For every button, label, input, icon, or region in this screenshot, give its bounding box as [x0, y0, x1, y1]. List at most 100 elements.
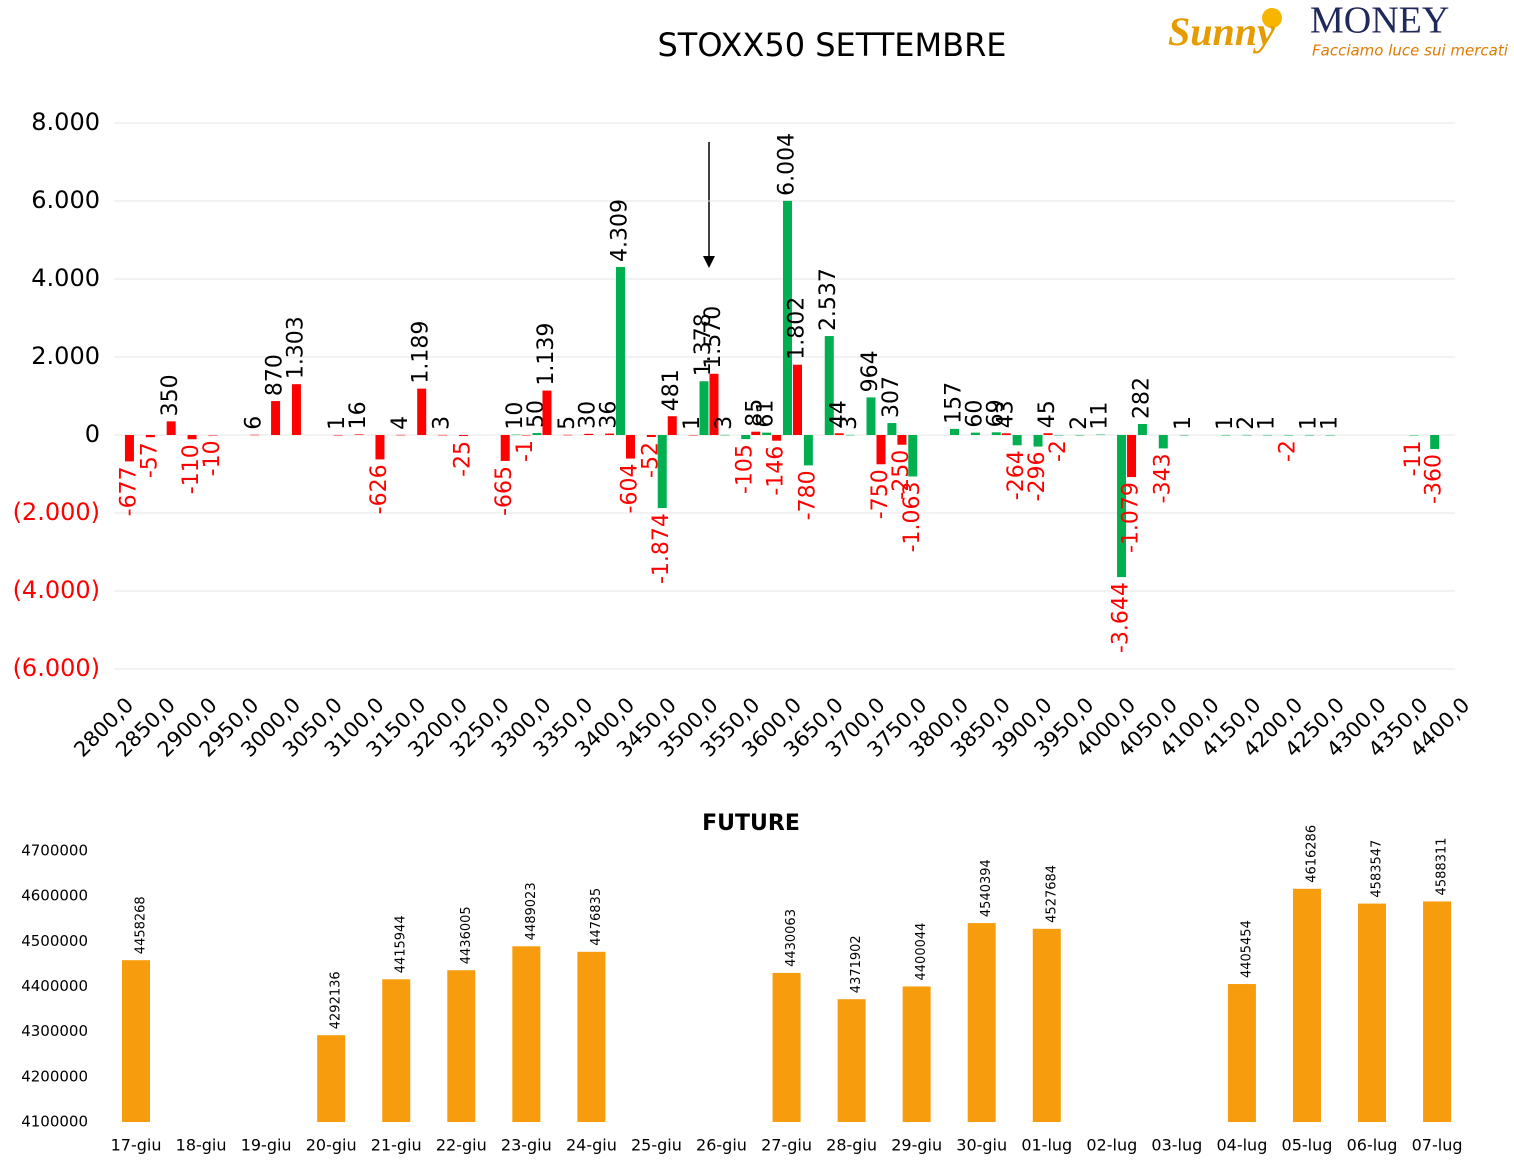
- data-label: 481: [659, 369, 684, 411]
- y-tick-label: (6.000): [13, 654, 100, 682]
- y-tick-label: 2.000: [31, 342, 100, 370]
- bar: [1358, 903, 1387, 1122]
- data-label: 3: [712, 416, 737, 430]
- data-label: 6.004: [775, 133, 800, 196]
- y-tick-label: 4100000: [21, 1113, 88, 1131]
- bar: [783, 200, 792, 435]
- data-label: 5: [555, 416, 580, 430]
- logo-tagline: Facciamo luce sui mercati: [1312, 42, 1509, 60]
- data-label: -343: [1150, 453, 1175, 503]
- bar: [845, 434, 855, 436]
- data-label: 45: [1035, 400, 1060, 428]
- data-label: 4527684: [1044, 865, 1059, 923]
- y-tick-label: (2.000): [13, 498, 100, 526]
- data-label: 1: [325, 416, 350, 430]
- bar: [1263, 434, 1273, 436]
- bar: [500, 435, 510, 461]
- data-label: 1.303: [283, 316, 308, 379]
- data-label: 2: [1067, 416, 1092, 430]
- y-tick-label: 8.000: [31, 108, 100, 136]
- data-label: 61: [754, 400, 779, 428]
- data-label: 3: [837, 416, 862, 430]
- data-label: 1.139: [534, 323, 559, 386]
- data-label: 4415944: [394, 915, 409, 973]
- bar: [187, 435, 197, 440]
- data-label: 4292136: [329, 971, 344, 1029]
- y-tick-label: 4.000: [31, 264, 100, 292]
- bar: [1409, 435, 1419, 436]
- x-tick-label: 02-lug: [1086, 1136, 1137, 1155]
- bar: [688, 434, 698, 436]
- bar: [793, 364, 802, 435]
- bar: [532, 433, 542, 435]
- data-label: 1: [1317, 416, 1342, 430]
- data-label: -780: [795, 470, 820, 520]
- bar: [584, 433, 594, 435]
- bar: [824, 336, 834, 435]
- data-label: -10: [200, 440, 225, 476]
- bar: [354, 434, 364, 435]
- y-tick-label: 4600000: [21, 887, 88, 905]
- data-label: 1.802: [785, 297, 810, 360]
- bar: [1227, 984, 1256, 1122]
- bar: [970, 432, 980, 435]
- x-tick-label: 06-lug: [1347, 1136, 1398, 1155]
- bar: [396, 434, 406, 436]
- x-tick-label: 27-giu: [761, 1136, 812, 1155]
- data-label: 4583547: [1370, 840, 1385, 898]
- chart-title: FUTURE: [702, 811, 800, 836]
- data-label: 16: [346, 401, 371, 429]
- bar: [657, 435, 667, 509]
- data-label: 1: [1255, 416, 1280, 430]
- bar: [897, 435, 907, 445]
- data-label: -750: [868, 469, 893, 519]
- x-tick-label: 17-giu: [111, 1136, 162, 1155]
- data-label: 1.378: [691, 313, 716, 376]
- data-label: -360: [1422, 454, 1447, 504]
- bar: [458, 435, 468, 436]
- x-tick-label: 28-giu: [826, 1136, 877, 1155]
- bar: [563, 434, 573, 436]
- x-tick-label: 21-giu: [371, 1136, 422, 1155]
- bar: [834, 433, 844, 435]
- bar: [417, 388, 427, 435]
- data-label: 4588311: [1435, 838, 1450, 896]
- bar: [438, 434, 448, 436]
- logo-name: MONEY: [1310, 0, 1449, 42]
- bar: [166, 421, 176, 435]
- data-label: 1: [1213, 416, 1238, 430]
- bar: [699, 381, 709, 435]
- data-label: 4489023: [524, 882, 539, 940]
- bar: [605, 433, 615, 435]
- bar: [772, 435, 782, 441]
- x-tick-label: 23-giu: [501, 1136, 552, 1155]
- data-label: -264: [1004, 450, 1029, 500]
- data-label: 60: [962, 400, 987, 428]
- bar: [271, 401, 281, 435]
- data-label: -1.874: [649, 513, 674, 584]
- data-label: -3.644: [1109, 582, 1134, 653]
- bar: [950, 428, 960, 435]
- data-label: 964: [858, 350, 883, 392]
- bar: [1033, 435, 1043, 447]
- bar: [542, 390, 552, 435]
- data-label: -105: [733, 444, 758, 494]
- bar: [1423, 901, 1452, 1122]
- data-label: 43: [993, 400, 1018, 428]
- x-tick-label: 24-giu: [566, 1136, 617, 1155]
- x-tick-label: 26-giu: [696, 1136, 747, 1155]
- y-tick-label: 4500000: [21, 932, 88, 950]
- data-label: 11: [1088, 402, 1113, 430]
- data-label: 4400044: [914, 923, 929, 981]
- data-label: 4616286: [1304, 825, 1319, 883]
- annotation-arrow: [703, 142, 715, 268]
- x-tick-label: 22-giu: [436, 1136, 487, 1155]
- x-tick-label: 19-giu: [241, 1136, 292, 1155]
- bar: [866, 397, 876, 435]
- bar: [1117, 435, 1127, 578]
- bar: [751, 431, 761, 435]
- data-label: 4476835: [589, 888, 604, 946]
- bar: [317, 1035, 346, 1122]
- bar: [1158, 435, 1168, 449]
